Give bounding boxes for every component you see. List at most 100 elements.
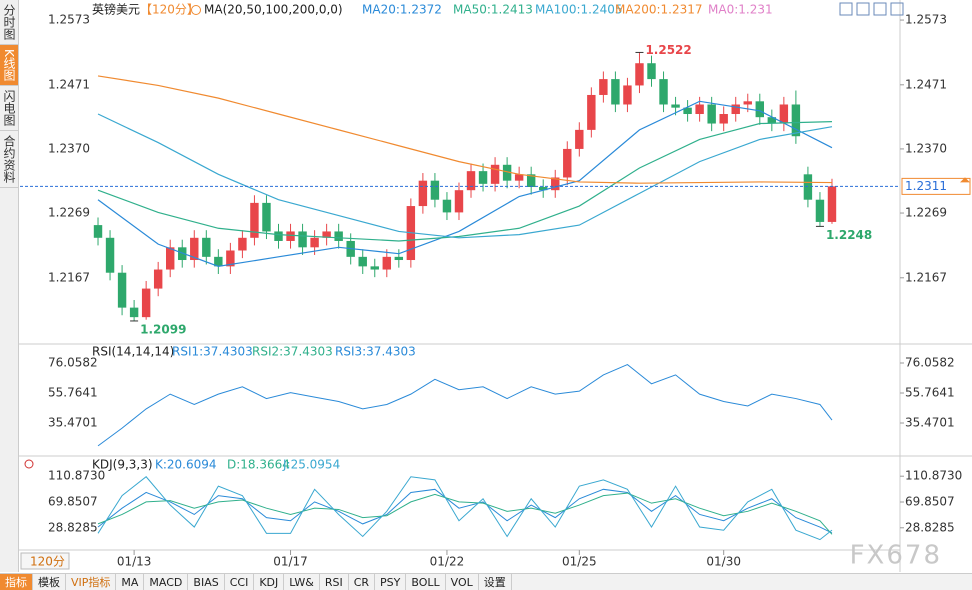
icon[interactable] <box>873 2 887 16</box>
candle-body <box>635 63 644 86</box>
candle-body <box>707 104 716 124</box>
icon[interactable] <box>839 2 853 16</box>
candle-body <box>454 190 464 213</box>
candle-body <box>490 164 500 184</box>
candle-body <box>202 237 211 257</box>
candle-body <box>129 307 139 318</box>
indicator-tab[interactable]: VOL <box>446 574 479 590</box>
candle-body <box>599 79 608 95</box>
candle-body <box>659 79 668 105</box>
ma-line <box>97 121 832 242</box>
candle-body <box>791 104 801 137</box>
candle-body <box>683 107 692 115</box>
indicator-tab[interactable]: CCI <box>225 574 255 590</box>
indicator-tab[interactable]: VIP指标 <box>66 574 117 590</box>
price-tick-label: 1.2167 <box>905 270 947 284</box>
toolbar-icons[interactable] <box>839 2 904 16</box>
price-tick-label: 1.2269 <box>905 206 947 220</box>
period-label: 120分 <box>30 555 65 569</box>
candle-body <box>514 174 524 181</box>
kdj-line <box>97 488 833 534</box>
indicator-tab[interactable]: MA <box>116 574 145 590</box>
price-tick-label: 1.2471 <box>48 77 90 91</box>
kdj-tick-label: 110.8730 <box>905 469 962 483</box>
candle-body <box>250 202 259 238</box>
indicator-tab[interactable]: KDJ <box>254 574 285 590</box>
candle-body <box>322 231 331 238</box>
icon[interactable] <box>890 2 904 16</box>
side-tab[interactable]: 闪电图 <box>0 86 18 131</box>
current-price-label: 1.2311 <box>905 179 947 193</box>
indicator-tab[interactable]: 设置 <box>479 574 512 590</box>
date-label: 01/30 <box>706 555 741 569</box>
indicator-tab[interactable]: BOLL <box>406 574 446 590</box>
indicator: MA(20,50,100,200,0,0) <box>204 3 343 17</box>
period-box[interactable] <box>20 552 70 570</box>
kdj-line <box>97 492 833 535</box>
rsi-tick-label: 76.0582 <box>48 356 98 370</box>
settings-icon[interactable] <box>191 5 201 15</box>
candle-body <box>502 164 512 181</box>
price-tick-label: 1.2573 <box>48 13 90 27</box>
candle-body <box>238 237 247 251</box>
kdj-tick-label: 28.8285 <box>48 520 98 534</box>
indicator-tab[interactable]: 指标 <box>0 574 33 590</box>
rsi-tick-label: 35.4701 <box>905 415 955 429</box>
candle-body <box>394 256 404 261</box>
side-tab[interactable]: 合约资料 <box>0 131 18 188</box>
indicator-tab[interactable]: BIAS <box>188 574 225 590</box>
candle-body <box>526 174 536 188</box>
candle-body <box>274 231 283 241</box>
indicator-tab[interactable]: MACD <box>144 574 189 590</box>
sidebar: 分时图 K线图 闪电图 合约资料 <box>0 0 19 572</box>
candle-body <box>286 231 295 241</box>
date-label: 01/13 <box>117 555 152 569</box>
rsi-tick-label: 55.7641 <box>48 386 98 400</box>
date-label: 01/25 <box>562 555 597 569</box>
candle-body <box>105 237 115 273</box>
candle-body <box>153 269 163 289</box>
candle-body <box>719 114 728 124</box>
kdj-icon[interactable] <box>24 459 34 469</box>
candle-body <box>575 129 584 149</box>
price-tick-label: 1.2573 <box>905 13 947 27</box>
indicator-tab[interactable]: LW& <box>284 574 320 590</box>
kdj-tick-label: 110.8730 <box>48 469 105 483</box>
candle-body <box>214 256 223 267</box>
candle-body <box>298 231 307 248</box>
indicator-tab[interactable]: 模板 <box>33 574 66 590</box>
candle-body <box>418 180 428 207</box>
date-label: 01/17 <box>273 555 308 569</box>
indicator-tab[interactable]: PSY <box>375 574 407 590</box>
candle-body <box>165 247 175 270</box>
candle-body <box>430 180 440 200</box>
candle-body <box>551 177 560 191</box>
ma-legend: MA100:1.2405 <box>535 3 623 17</box>
candle-body <box>755 101 765 118</box>
candle-body <box>478 171 488 184</box>
ma-legend: MA50:1.2413 <box>453 3 533 17</box>
current-price-box <box>901 177 971 195</box>
indicator-tab[interactable]: RSI <box>320 574 349 590</box>
extreme-label: 1.2522 <box>645 43 691 57</box>
side-tab[interactable]: 分时图 <box>0 0 18 45</box>
rsi-tick-label: 35.4701 <box>48 415 98 429</box>
candle-body <box>334 231 343 241</box>
indicator-tab[interactable]: CR <box>349 574 376 590</box>
bottom-toolbar: 指标 模板 VIP指标 MA MACD BIAS CCI KDJ LW& RSI CR PSY BOLL… <box>0 573 972 590</box>
price-tick-label: 1.2370 <box>905 141 947 155</box>
icon[interactable] <box>856 2 870 16</box>
candle-body <box>442 199 452 213</box>
kdj-legend: D:18.3664 <box>227 458 290 472</box>
date-label: 01/22 <box>430 555 465 569</box>
candle-body <box>466 171 476 191</box>
watermark: FX678 <box>850 541 942 571</box>
rsi-line <box>97 363 833 447</box>
candle-body <box>815 199 825 222</box>
rsi-tick-label: 76.0582 <box>905 356 955 370</box>
candle-body <box>743 101 752 105</box>
candle-body <box>563 148 572 178</box>
side-tab[interactable]: K线图 <box>0 45 18 86</box>
